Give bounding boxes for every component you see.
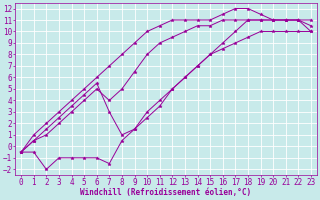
X-axis label: Windchill (Refroidissement éolien,°C): Windchill (Refroidissement éolien,°C) <box>80 188 252 197</box>
